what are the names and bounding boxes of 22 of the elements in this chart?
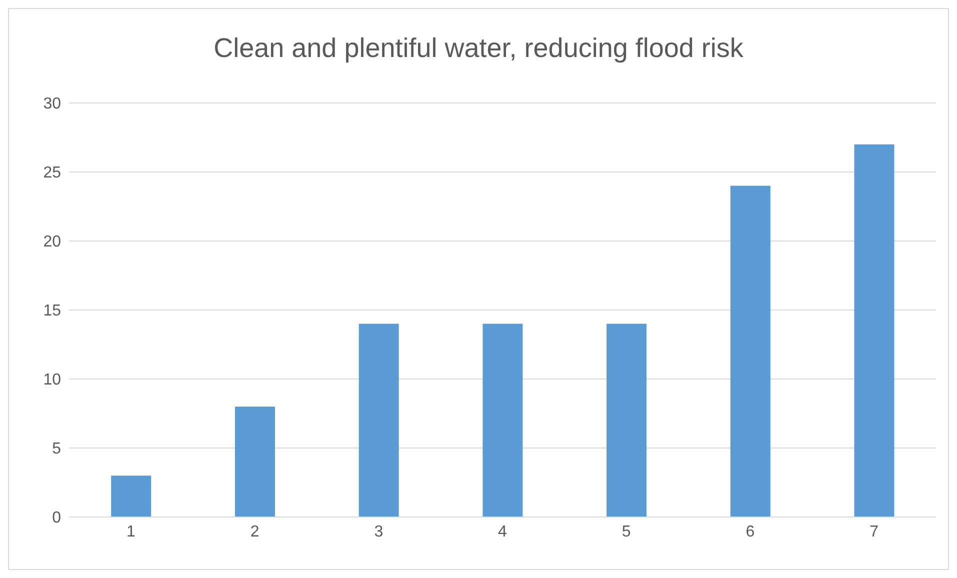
- x-tick-label: 4: [498, 523, 508, 540]
- y-tick-label: 30: [43, 96, 62, 113]
- x-tick-label: 1: [126, 523, 136, 540]
- y-tick-label: 15: [43, 302, 62, 320]
- x-tick-label: 5: [622, 523, 631, 540]
- bar: [606, 324, 647, 517]
- bar: [730, 186, 770, 517]
- y-tick-label: 25: [43, 164, 62, 182]
- chart-title: Clean and plentiful water, reducing flood risk: [212, 33, 744, 64]
- y-tick-label: 0: [52, 510, 62, 527]
- x-tick-label: 3: [374, 523, 384, 540]
- bar: [111, 476, 152, 517]
- x-tick-label: 7: [870, 523, 879, 540]
- y-tick-label: 10: [43, 372, 62, 389]
- bar: [358, 324, 399, 517]
- y-tick-label: 5: [52, 440, 62, 458]
- bar: [234, 406, 275, 517]
- x-tick-label: 6: [746, 523, 755, 540]
- bar: [854, 144, 894, 517]
- x-tick-label: 2: [250, 523, 260, 540]
- y-tick-label: 20: [43, 234, 62, 251]
- bar: [482, 324, 523, 517]
